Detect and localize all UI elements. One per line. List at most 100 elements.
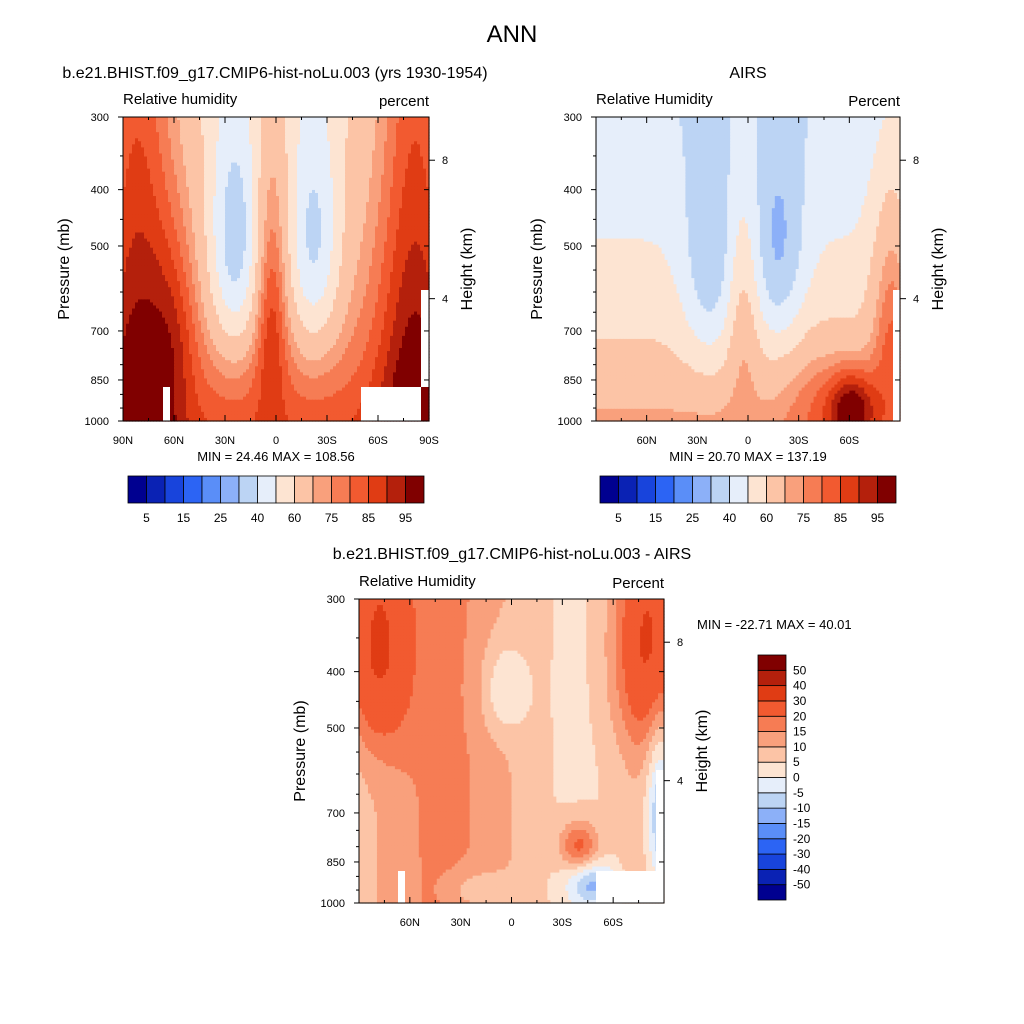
colorbar-swatch	[757, 807, 787, 824]
colorbar-swatch	[238, 475, 258, 504]
colorbar-label: 15	[793, 725, 807, 739]
x-tick-label: 90S	[419, 435, 439, 447]
colorbar-swatch	[368, 475, 388, 504]
colorbar-label: 10	[793, 740, 807, 754]
colorbar-label: -15	[793, 816, 811, 830]
y-tick-label: 400	[564, 185, 582, 197]
colorbar-swatch	[164, 475, 184, 504]
y-tick-label: 700	[327, 808, 345, 820]
min-max-label: MIN = -22.71 MAX = 40.01	[697, 617, 852, 632]
panel-model: b.e21.BHIST.f09_g17.CMIP6-hist-noLu.003 …	[56, 65, 488, 525]
colorbar-swatch	[275, 475, 295, 504]
y2-tick-label: 8	[442, 155, 448, 167]
y2-tick-label: 8	[913, 155, 919, 167]
colorbar-swatch	[757, 823, 787, 840]
y-axis-title: Pressure (mb)	[56, 218, 73, 319]
colorbar-label: 20	[793, 709, 807, 723]
x-tick-label: 30N	[215, 435, 235, 447]
y-tick-label: 1000	[321, 898, 345, 910]
colorbar-label: 15	[177, 511, 191, 525]
x-tick-label: 60S	[368, 435, 388, 447]
colorbar-label: 40	[251, 511, 265, 525]
colorbar-label: 5	[615, 511, 622, 525]
colorbar-label: 40	[723, 511, 737, 525]
colorbar-swatch	[257, 475, 277, 504]
colorbar-swatch	[618, 475, 638, 504]
colorbar-label: -40	[793, 862, 811, 876]
colorbar-swatch	[655, 475, 675, 504]
colorbar-label: -20	[793, 832, 811, 846]
y-tick-label: 400	[327, 667, 345, 679]
colorbar-label: -30	[793, 847, 811, 861]
colorbar-swatch	[710, 475, 730, 504]
colorbar-swatch	[692, 475, 712, 504]
colorbar-label: 95	[399, 511, 413, 525]
colorbar: 5 15 25 40 60 75 85 95	[599, 475, 897, 525]
colorbar-swatch	[757, 654, 787, 671]
colorbar-swatch	[757, 731, 787, 748]
y-tick-label: 300	[564, 112, 582, 124]
contour-field	[596, 117, 901, 422]
contour-field	[123, 117, 430, 422]
x-tick-label: 60N	[637, 435, 657, 447]
colorbar-label: 15	[649, 511, 663, 525]
figure-title: ANN	[487, 21, 538, 48]
colorbar-swatch	[757, 715, 787, 732]
colorbar-swatch	[821, 475, 841, 504]
colorbar-label: 85	[834, 511, 848, 525]
y-tick-label: 500	[564, 241, 582, 253]
colorbar-label: -5	[793, 786, 804, 800]
colorbar-swatch	[757, 761, 787, 778]
variable-label: Relative Humidity	[596, 91, 713, 108]
y-tick-label: 400	[91, 185, 109, 197]
colorbar-label: 30	[793, 694, 807, 708]
x-tick-label: 60S	[840, 435, 860, 447]
y2-tick-label: 4	[913, 294, 919, 306]
colorbar-swatch	[784, 475, 804, 504]
colorbar-label: 40	[793, 679, 807, 693]
y-tick-label: 300	[91, 112, 109, 124]
min-max-label: MIN = 20.70 MAX = 137.19	[669, 449, 827, 464]
colorbar-swatch	[757, 700, 787, 717]
colorbar-label: 85	[362, 511, 376, 525]
x-tick-label: 0	[273, 435, 279, 447]
y-tick-label: 850	[327, 857, 345, 869]
colorbar-swatch	[877, 475, 897, 504]
unit-label: Percent	[612, 575, 665, 592]
colorbar-label: 75	[797, 511, 811, 525]
colorbar-swatch	[183, 475, 203, 504]
colorbar-swatch	[312, 475, 332, 504]
colorbar-swatch	[599, 475, 619, 504]
variable-label: Relative humidity	[123, 91, 238, 108]
x-tick-label: 30S	[553, 917, 573, 929]
panel-title: AIRS	[729, 65, 766, 82]
colorbar-label: 95	[871, 511, 885, 525]
contour-field	[359, 599, 665, 904]
y-tick-label: 1000	[85, 416, 109, 428]
colorbar-label: -10	[793, 801, 811, 815]
y2-axis-title: Height (km)	[459, 228, 476, 311]
y-tick-label: 1000	[558, 416, 582, 428]
y2-tick-label: 4	[677, 776, 683, 788]
colorbar-label: 25	[686, 511, 700, 525]
colorbar-swatch	[803, 475, 823, 504]
x-tick-label: 60N	[400, 917, 420, 929]
colorbar-swatch	[757, 685, 787, 702]
y-tick-label: 850	[564, 375, 582, 387]
colorbar-label: 5	[793, 755, 800, 769]
colorbar-swatch	[757, 868, 787, 886]
colorbar-swatch	[349, 475, 369, 504]
x-tick-label: 0	[508, 917, 514, 929]
colorbar-swatch	[840, 475, 860, 504]
colorbar-swatch	[201, 475, 221, 504]
y2-tick-label: 8	[677, 637, 683, 649]
colorbar-label: -50	[793, 878, 811, 892]
y-axis-title: Pressure (mb)	[529, 218, 546, 319]
variable-label: Relative Humidity	[359, 573, 476, 590]
y2-axis-title: Height (km)	[930, 228, 947, 311]
colorbar-label: 25	[214, 511, 228, 525]
x-tick-label: 0	[745, 435, 751, 447]
